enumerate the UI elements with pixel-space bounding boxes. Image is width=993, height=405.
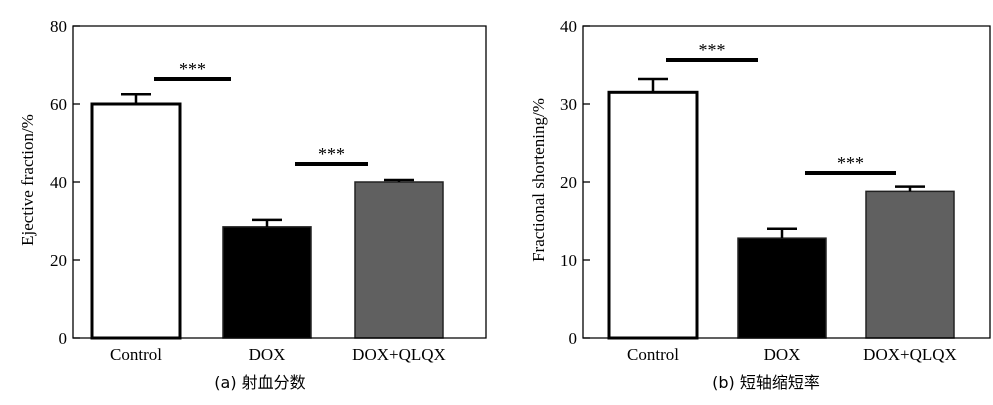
panel-a-ejection-fraction: Ejective fraction/% 0 20 40 60 80 Control DOX… xyxy=(18,17,487,392)
significance-markers: *** *** xyxy=(154,59,368,166)
y-tick-label: 0 xyxy=(569,329,578,348)
y-tick-label: 0 xyxy=(59,329,68,348)
error-bar xyxy=(638,77,668,93)
bar-control xyxy=(90,102,182,340)
bar-dox-qlqx xyxy=(354,181,444,339)
plot-frame xyxy=(582,25,991,339)
bar-dox-qlqx xyxy=(865,190,955,339)
x-tick-label: DOX+QLQX xyxy=(863,345,957,364)
x-tick-label: DOX xyxy=(249,345,286,364)
plot-frame xyxy=(72,25,487,339)
x-tick-label: Control xyxy=(110,345,162,364)
bar-dox xyxy=(737,237,827,339)
y-axis-label: Fractional shortening/% xyxy=(529,98,548,262)
error-bar xyxy=(384,178,414,182)
bars xyxy=(90,93,444,340)
panel-caption: (a) 射血分数 xyxy=(214,373,305,392)
y-tick-label: 40 xyxy=(560,17,577,36)
panel-caption: (b) 短轴缩短率 xyxy=(712,373,820,392)
y-axis-ticks: 0 20 40 60 80 xyxy=(50,17,80,348)
x-tick-label: DOX+QLQX xyxy=(352,345,446,364)
error-bar xyxy=(252,218,282,227)
y-tick-label: 60 xyxy=(50,95,67,114)
error-bar xyxy=(895,185,925,192)
y-tick-label: 20 xyxy=(50,251,67,270)
significance-label: *** xyxy=(318,144,345,164)
significance-label: *** xyxy=(179,59,206,79)
y-tick-label: 40 xyxy=(50,173,67,192)
significance-label: *** xyxy=(699,40,726,60)
error-bar xyxy=(767,227,797,239)
significance-markers: *** *** xyxy=(666,40,896,175)
y-tick-label: 30 xyxy=(560,95,577,114)
bar-control xyxy=(607,90,699,340)
bar-dox xyxy=(222,226,312,339)
panel-b-fractional-shortening: Fractional shortening/% 0 10 20 30 40 Contro… xyxy=(529,17,991,392)
x-axis-labels: Control DOX DOX+QLQX xyxy=(110,345,446,364)
y-axis-ticks: 0 10 20 30 40 xyxy=(560,17,590,348)
y-tick-label: 20 xyxy=(560,173,577,192)
x-tick-label: DOX xyxy=(764,345,801,364)
y-axis-label: Ejective fraction/% xyxy=(18,114,37,246)
y-tick-label: 80 xyxy=(50,17,67,36)
x-tick-label: Control xyxy=(627,345,679,364)
x-axis-labels: Control DOX DOX+QLQX xyxy=(627,345,957,364)
significance-label: *** xyxy=(837,153,864,173)
bars xyxy=(607,77,955,340)
error-bar xyxy=(121,93,151,104)
y-tick-label: 10 xyxy=(560,251,577,270)
